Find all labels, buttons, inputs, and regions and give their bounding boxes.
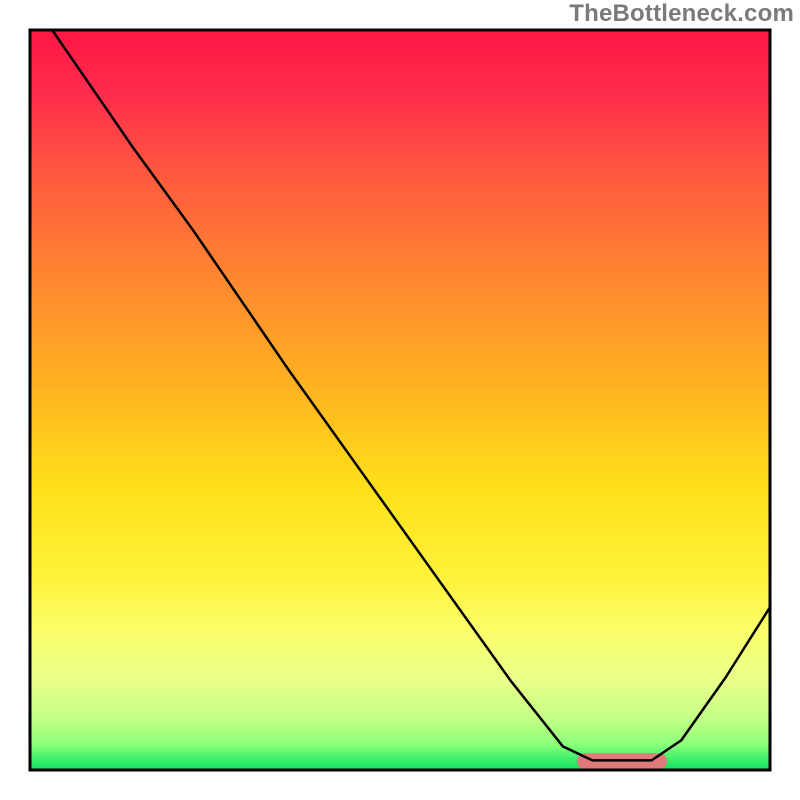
chart-container: TheBottleneck.com — [0, 0, 800, 800]
watermark-text: TheBottleneck.com — [569, 0, 794, 28]
gradient-background — [30, 30, 770, 770]
gradient-chart — [0, 0, 800, 800]
